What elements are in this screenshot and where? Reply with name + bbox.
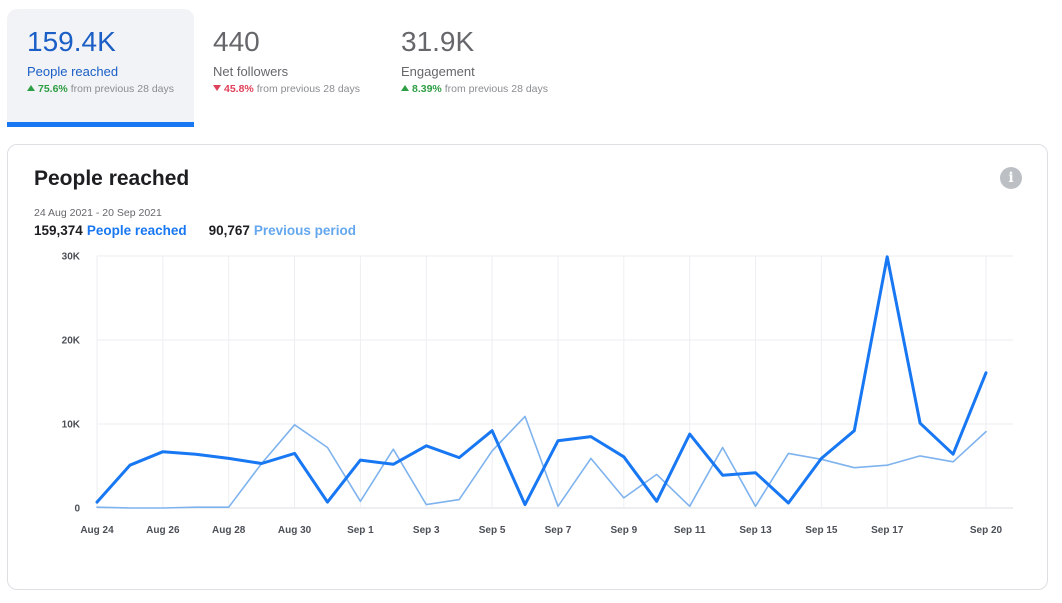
arrow-down-icon (213, 85, 221, 91)
delta-suffix: from previous 28 days (444, 83, 549, 95)
metric-delta: 8.39% from previous 28 days (401, 83, 571, 95)
chart-card: People reached i 24 Aug 2021 - 20 Sep 20… (7, 144, 1048, 590)
delta-percent: 45.8% (224, 83, 254, 95)
legend-previous[interactable]: Previous period (253, 223, 356, 238)
y-tick-label: 30K (62, 252, 81, 263)
x-tick-label: Aug 30 (278, 525, 312, 536)
current-total: 159,374 (34, 223, 83, 238)
metric-value: 159.4K (27, 26, 116, 57)
y-tick-label: 10K (62, 420, 81, 431)
x-tick-label: Sep 15 (805, 525, 838, 536)
metric-value: 31.9K (401, 26, 475, 57)
y-tick-label: 20K (62, 336, 81, 347)
active-tab-indicator (7, 122, 194, 127)
metric-label: Engagement (401, 64, 475, 79)
delta-suffix: from previous 28 days (256, 83, 361, 95)
x-tick-label: Sep 13 (739, 525, 772, 536)
x-tick-label: Sep 20 (970, 525, 1003, 536)
x-tick-label: Sep 1 (347, 525, 374, 536)
delta-suffix: from previous 28 days (70, 83, 175, 95)
x-tick-label: Sep 9 (610, 525, 637, 536)
delta-percent: 8.39% (412, 83, 442, 95)
card-title: People reached (34, 167, 190, 190)
y-tick-label: 0 (74, 504, 80, 515)
line-chart: 0 10K 20K 30K Aug 24 Aug 26 Aug 28 Aug 30 Sep 1 S… (62, 252, 1013, 536)
metric-label: Net followers (213, 64, 289, 79)
metric-delta: 75.6% from previous 28 days (27, 83, 194, 95)
metric-tabs: 159.4K People reached 75.6% from previou… (7, 9, 607, 127)
info-icon[interactable]: i (1000, 167, 1022, 189)
x-tick-label: Sep 7 (545, 525, 572, 536)
metric-label: People reached (27, 64, 119, 79)
tab-people-reached[interactable]: 159.4K People reached 75.6% from previou… (7, 9, 194, 127)
x-tick-label: Aug 28 (212, 525, 246, 536)
metric-delta: 45.8% from previous 28 days (213, 83, 383, 95)
arrow-up-icon (401, 85, 409, 91)
x-tick-label: Aug 24 (80, 525, 114, 536)
legend-current[interactable]: People reached (86, 223, 187, 238)
series-line-previous-period[interactable] (96, 415, 987, 509)
arrow-up-icon (27, 85, 35, 91)
chart-summary: 159,374 People reached 90,767 Previous peri… (34, 223, 356, 238)
x-tick-label: Aug 26 (146, 525, 180, 536)
x-tick-label: Sep 17 (871, 525, 904, 536)
x-tick-label: Sep 3 (413, 525, 440, 536)
x-tick-label: Sep 5 (479, 525, 506, 536)
metric-value: 440 (213, 26, 260, 57)
x-tick-label: Sep 11 (674, 525, 706, 536)
previous-total: 90,767 (208, 223, 250, 238)
tab-engagement[interactable]: 31.9K Engagement 8.39% from previous 28 … (381, 9, 571, 127)
delta-percent: 75.6% (38, 83, 68, 95)
tab-net-followers[interactable]: 440 Net followers 45.8% from previous 28… (193, 9, 383, 127)
series-line-people-reached[interactable] (95, 255, 988, 507)
date-range: 24 Aug 2021 - 20 Sep 2021 (34, 207, 162, 219)
